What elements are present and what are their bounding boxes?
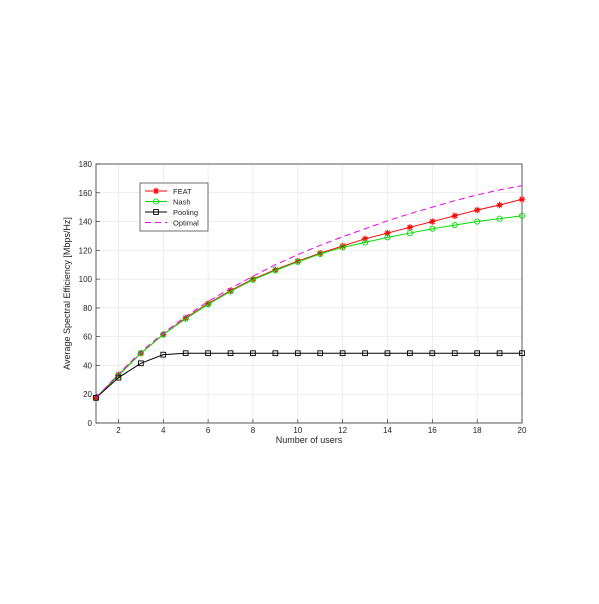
data-point-nash — [339, 244, 346, 251]
data-point-nash — [474, 218, 481, 225]
legend-item-nash: Nash — [145, 197, 191, 206]
legend-marker-nash — [152, 198, 160, 205]
y-tick-label: 80 — [83, 304, 92, 313]
x-tick-label: 12 — [338, 426, 347, 435]
data-point-feat — [339, 242, 346, 250]
y-tick-label: 140 — [79, 218, 93, 227]
series-line-pooling — [95, 352, 522, 399]
x-tick-label: 20 — [518, 426, 527, 435]
legend-label-pooling: Pooling — [173, 208, 198, 217]
data-point-pooling — [451, 350, 458, 357]
data-point-pooling — [339, 350, 346, 357]
data-point-pooling — [227, 350, 234, 357]
y-axis-label: Average Spectral Efficiency [Mbps/Hz] — [62, 217, 72, 370]
data-point-feat — [496, 201, 503, 209]
x-tick-label: 8 — [251, 426, 256, 435]
data-point-nash — [137, 350, 144, 357]
data-point-pooling — [160, 351, 167, 358]
series-pooling — [93, 350, 525, 401]
data-point-pooling — [294, 350, 301, 357]
legend-label-nash: Nash — [173, 197, 191, 206]
data-point-pooling — [496, 350, 503, 357]
y-tick-label: 40 — [83, 361, 92, 370]
legend-item-optimal: Optimal — [145, 218, 199, 227]
series-optimal — [95, 185, 523, 399]
axis-ticks: 2 4 6 8 10 12 14 16 18 20 0 20 40 60 80 100 120 140 160 180 — [79, 160, 527, 435]
data-point-nash — [249, 276, 256, 283]
data-point-pooling — [519, 350, 525, 357]
data-point-feat — [272, 266, 279, 273]
data-point-nash — [272, 267, 279, 274]
data-point-feat — [294, 257, 301, 265]
data-point-pooling — [250, 350, 256, 357]
x-tick-label: 16 — [428, 426, 437, 435]
data-point-pooling — [362, 350, 368, 357]
data-point-nash — [384, 234, 391, 241]
data-point-nash — [451, 222, 458, 229]
data-point-nash — [294, 258, 301, 265]
y-tick-label: 100 — [79, 275, 93, 284]
data-point-feat — [429, 218, 436, 225]
x-tick-label: 4 — [161, 426, 166, 435]
data-point-feat — [227, 287, 234, 294]
y-tick-label: 160 — [79, 189, 93, 198]
x-tick-label: 6 — [206, 426, 211, 435]
series-layer — [92, 185, 526, 402]
data-point-feat — [249, 275, 257, 283]
legend-label-feat: FEAT — [173, 187, 192, 196]
x-tick-label: 2 — [116, 426, 121, 435]
plot-frame — [95, 163, 523, 424]
legend-marker-feat — [152, 187, 160, 195]
data-point-nash — [205, 301, 212, 308]
data-point-nash — [362, 239, 369, 246]
data-point-nash — [317, 250, 324, 257]
x-tick-label: 10 — [293, 426, 302, 435]
x-axis-label: Number of users — [276, 435, 343, 445]
y-tick-label: 20 — [83, 390, 92, 399]
data-point-pooling — [182, 350, 189, 357]
x-tick-label: 14 — [383, 426, 392, 435]
data-point-feat — [518, 196, 526, 203]
series-line-nash — [95, 215, 523, 399]
legend-label-optimal: Optimal — [173, 218, 199, 227]
data-point-pooling — [317, 350, 324, 357]
series-line-optimal — [95, 185, 523, 399]
legend-marker-pooling — [153, 209, 159, 215]
y-tick-label: 60 — [83, 333, 92, 342]
data-point-feat — [451, 212, 458, 219]
data-point-pooling — [205, 350, 211, 357]
data-point-feat — [473, 206, 481, 214]
data-point-nash — [406, 230, 413, 237]
data-point-pooling — [407, 350, 413, 357]
data-point-pooling — [137, 360, 144, 367]
data-point-pooling — [384, 350, 391, 357]
y-tick-label: 180 — [79, 160, 93, 169]
data-point-nash — [496, 215, 503, 222]
data-point-feat — [361, 235, 369, 243]
data-point-pooling — [115, 374, 122, 381]
legend-item-pooling: Pooling — [145, 208, 198, 217]
data-point-nash — [429, 225, 436, 232]
data-point-pooling — [93, 394, 99, 401]
data-point-feat — [384, 229, 391, 237]
data-point-nash — [518, 212, 526, 219]
y-tick-label: 0 — [88, 419, 93, 428]
data-point-feat — [317, 250, 324, 257]
y-tick-label: 120 — [79, 246, 93, 255]
data-point-nash — [160, 331, 167, 338]
data-point-feat — [204, 300, 212, 307]
data-point-pooling — [429, 350, 436, 357]
data-point-feat — [182, 314, 189, 322]
legend-item-feat: FEAT — [145, 187, 192, 196]
data-point-feat — [406, 224, 414, 231]
x-tick-label: 18 — [473, 426, 482, 435]
data-point-pooling — [474, 350, 481, 357]
data-point-pooling — [272, 350, 279, 357]
